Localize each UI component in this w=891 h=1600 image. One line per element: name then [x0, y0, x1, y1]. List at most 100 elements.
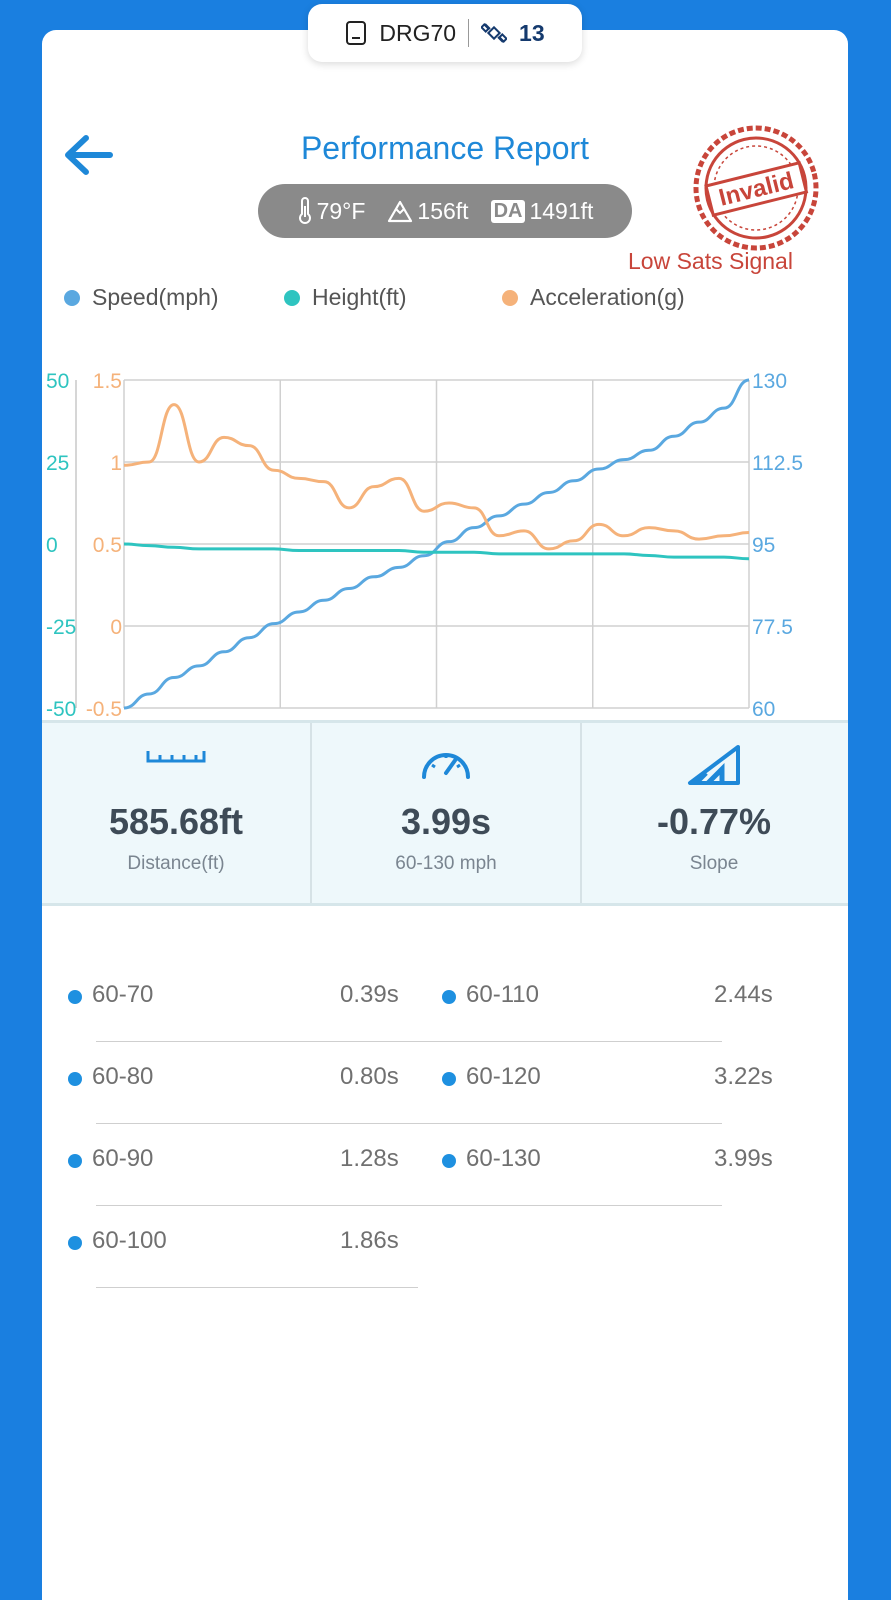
stat-distance-label: Distance(ft)	[127, 853, 225, 874]
ruler-icon	[146, 751, 206, 763]
stat-time: 3.99s 60-130 mph	[312, 723, 580, 903]
accel-tick-label: 1.5	[93, 370, 122, 393]
split-range: 60-90	[92, 1145, 154, 1172]
acceleration-series-line	[123, 403, 750, 551]
device-icon	[346, 21, 367, 45]
accel-tick-label: 0.5	[93, 534, 122, 557]
height-tick-label: 50	[46, 370, 69, 393]
split-divider	[96, 1041, 418, 1042]
split-time: 3.22s	[714, 1063, 773, 1090]
split-row: 60-90 1.28s	[42, 1124, 442, 1206]
speed-tick-label: 95	[752, 534, 775, 557]
split-dot	[442, 990, 456, 1004]
speed-tick-label: 112.5	[752, 452, 803, 475]
split-dot	[442, 1154, 456, 1168]
stat-divider	[580, 723, 582, 903]
slope-icon	[688, 745, 740, 785]
split-divider	[418, 1041, 722, 1042]
split-dot	[68, 1236, 82, 1250]
legend-height: Height(ft)	[284, 284, 407, 311]
split-range: 60-110	[466, 981, 539, 1008]
split-divider	[96, 1123, 418, 1124]
divider	[468, 19, 470, 47]
speedometer-icon	[422, 753, 470, 779]
split-row: 60-120 3.22s	[418, 1042, 818, 1124]
height-series-line	[123, 542, 750, 561]
split-time: 0.39s	[340, 981, 399, 1008]
height-tick-label: 25	[46, 452, 69, 475]
speed-tick-label: 77.5	[752, 616, 793, 639]
split-time: 1.28s	[340, 1145, 399, 1172]
satellite-icon	[481, 23, 508, 43]
speed-tick-label: 130	[752, 370, 787, 393]
stat-divider	[310, 723, 312, 903]
back-arrow-icon[interactable]	[60, 130, 116, 180]
split-time: 1.86s	[340, 1227, 399, 1254]
split-range: 60-70	[92, 981, 154, 1008]
split-time: 3.99s	[714, 1145, 773, 1172]
split-dot	[68, 1072, 82, 1086]
stat-slope-label: Slope	[689, 853, 739, 874]
split-row: 60-130 3.99s	[418, 1124, 818, 1206]
legend-height-label: Height(ft)	[312, 284, 407, 310]
legend-speed-label: Speed(mph)	[92, 284, 219, 310]
split-dot	[68, 990, 82, 1004]
da-badge: DA	[490, 199, 526, 223]
thermometer-icon	[298, 197, 311, 224]
split-time: 0.80s	[340, 1063, 399, 1090]
density-altitude-item: DA 1491ft	[490, 197, 594, 225]
split-time: 2.44s	[714, 981, 773, 1008]
mountain-icon	[388, 200, 413, 223]
altitude-item: 156ft	[387, 197, 469, 225]
page-title: Performance Report	[300, 130, 590, 166]
stat-time-value: 3.99s	[400, 801, 492, 842]
split-range: 60-130	[466, 1145, 541, 1172]
altitude-value: 156ft	[417, 197, 469, 224]
stat-distance: 585.68ft Distance(ft)	[42, 723, 310, 903]
device-pill[interactable]: DRG70 13	[308, 4, 582, 62]
split-range: 60-80	[92, 1063, 154, 1090]
density-altitude-value: 1491ft	[529, 197, 594, 224]
stat-distance-value: 585.68ft	[108, 801, 244, 842]
speed-tick-label: 60	[752, 698, 775, 720]
split-dot	[442, 1072, 456, 1086]
stat-time-label: 60-130 mph	[395, 853, 497, 874]
device-name: DRG70	[379, 19, 457, 46]
legend-height-dot	[284, 289, 300, 306]
low-sats-warning: Low Sats Signal	[628, 248, 793, 274]
split-divider	[96, 1287, 418, 1288]
split-row: 60-70 0.39s	[42, 960, 442, 1042]
height-tick-label: -50	[46, 698, 76, 720]
accel-tick-label: 0	[110, 616, 122, 639]
split-divider	[418, 1205, 722, 1206]
summary-stats: 585.68ft Distance(ft) 3.99s 60-130 mph -…	[42, 720, 848, 906]
split-divider	[418, 1123, 722, 1124]
stat-slope-value: -0.77%	[656, 801, 772, 842]
split-row: 60-80 0.80s	[42, 1042, 442, 1124]
height-tick-label: -25	[46, 616, 76, 639]
legend-acceleration-dot	[502, 289, 518, 306]
legend-speed: Speed(mph)	[64, 284, 219, 311]
stat-slope: -0.77% Slope	[580, 723, 848, 903]
legend-acceleration: Acceleration(g)	[502, 284, 685, 311]
split-row: 60-110 2.44s	[418, 960, 818, 1042]
speed-series-line	[123, 378, 750, 710]
split-row: 60-100 1.86s	[42, 1206, 442, 1288]
split-range: 60-120	[466, 1063, 541, 1090]
chart-legend: Speed(mph) Height(ft) Acceleration(g)	[64, 280, 824, 320]
report-card: Performance Report 79°F 156ft DA 1491ft	[42, 30, 848, 1600]
accel-tick-label: -0.5	[86, 698, 122, 720]
height-tick-label: 0	[46, 534, 58, 557]
split-dot	[68, 1154, 82, 1168]
legend-speed-dot	[64, 289, 80, 306]
temperature-value: 79°F	[316, 197, 366, 224]
split-range: 60-100	[92, 1227, 167, 1254]
accel-tick-label: 1	[110, 452, 122, 475]
conditions-pill: 79°F 156ft DA 1491ft	[258, 184, 632, 238]
invalid-stamp: Invalid	[693, 125, 819, 251]
temperature-item: 79°F	[297, 197, 366, 225]
legend-acceleration-label: Acceleration(g)	[530, 284, 685, 310]
performance-chart: 50 1.5 130 25 1 112.5 0 0.5 95 -25 0 77.5 -50 -0.5 60	[46, 370, 803, 720]
split-divider	[96, 1205, 418, 1206]
satellite-count: 13	[519, 19, 545, 46]
